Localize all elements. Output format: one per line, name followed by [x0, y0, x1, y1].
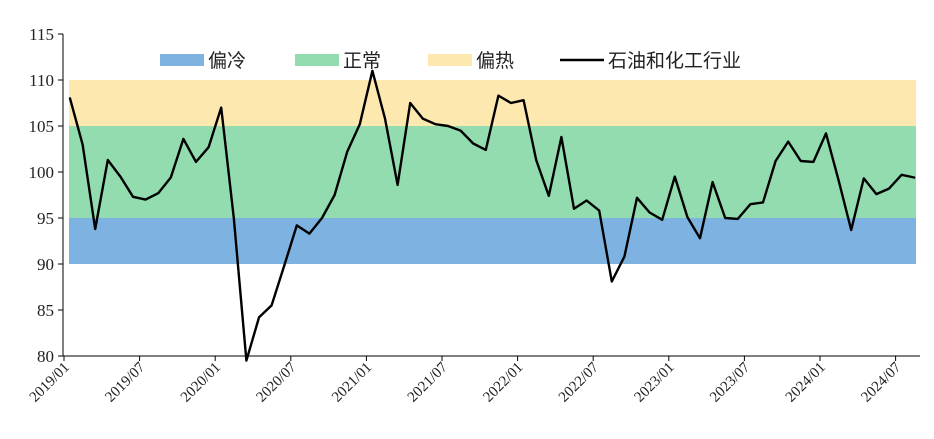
series-line-0	[68, 69, 916, 362]
y-tick-label: 95	[37, 209, 54, 228]
y-tick-label: 105	[29, 117, 55, 136]
x-tick-label: 2021/01	[329, 360, 375, 406]
x-tick-label: 2022/01	[480, 360, 526, 406]
x-tick-label: 2019/07	[102, 359, 148, 405]
legend-label: 偏冷	[208, 50, 246, 72]
series-layer	[68, 69, 916, 362]
y-tick-label: 90	[37, 255, 54, 274]
band-layer	[69, 80, 916, 264]
legend: 偏冷 正常 偏热 石油和化工行业	[160, 50, 741, 72]
legend-label: 石油和化工行业	[608, 50, 741, 72]
x-tick-label: 2023/07	[707, 359, 753, 405]
x-tick-label: 2024/01	[783, 360, 829, 406]
band-0	[69, 218, 916, 264]
x-tick-label: 2020/01	[178, 360, 224, 406]
legend-swatch	[295, 54, 339, 66]
y-tick-label: 115	[29, 25, 54, 44]
x-tick-label: 2022/07	[556, 359, 602, 405]
legend-swatch	[160, 54, 204, 66]
y-tick-label: 100	[29, 163, 55, 182]
x-tick-label: 2019/01	[27, 360, 73, 406]
y-tick-label: 110	[29, 71, 54, 90]
y-tick-group: 80 85 90 95 100 105 110 115	[29, 25, 63, 366]
legend-label: 偏热	[476, 50, 514, 72]
x-tick-group: 2019/01 2019/07 2020/01 2020/07 2021/01 2021/…	[27, 356, 905, 406]
legend-swatch	[428, 54, 472, 66]
band-1	[69, 126, 916, 218]
x-tick-label: 2020/07	[254, 359, 300, 405]
axes	[62, 34, 920, 357]
legend-label: 正常	[343, 50, 381, 72]
x-tick-label: 2024/07	[858, 359, 904, 405]
y-tick-label: 80	[37, 347, 54, 366]
x-tick-label: 2021/07	[405, 359, 451, 405]
y-tick-label: 85	[37, 301, 54, 320]
x-tick-label: 2023/01	[632, 360, 678, 406]
